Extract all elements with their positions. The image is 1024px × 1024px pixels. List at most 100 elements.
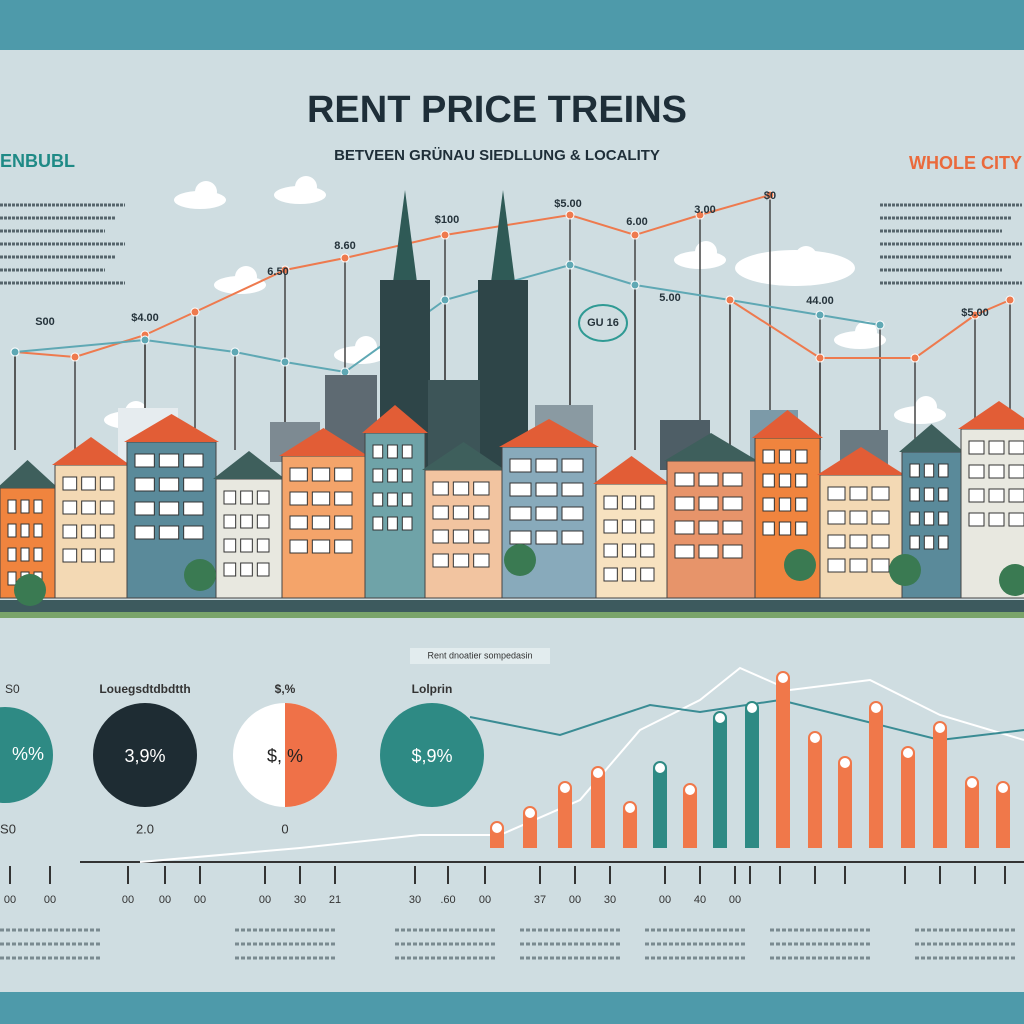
window bbox=[183, 525, 204, 540]
street bbox=[0, 600, 1024, 614]
window bbox=[158, 477, 180, 492]
window bbox=[289, 467, 308, 482]
window bbox=[827, 534, 846, 549]
window bbox=[871, 534, 890, 549]
spire bbox=[490, 190, 516, 290]
donut bbox=[0, 707, 53, 803]
window bbox=[509, 458, 532, 473]
axis-label: .60 bbox=[440, 894, 455, 906]
window bbox=[387, 468, 398, 483]
cloud bbox=[695, 241, 717, 263]
subtitle: BETVEEN GRÜNAU SIEDLLUNG & LOCALITY bbox=[334, 147, 660, 164]
point-label: $100 bbox=[435, 214, 459, 226]
window bbox=[988, 512, 1005, 527]
window bbox=[923, 463, 935, 478]
axis-label: 00 bbox=[259, 894, 271, 906]
point bbox=[280, 357, 290, 367]
window bbox=[183, 501, 204, 516]
bar-cap bbox=[558, 781, 572, 795]
window bbox=[762, 449, 775, 464]
window bbox=[795, 521, 808, 536]
bar bbox=[623, 808, 637, 848]
window bbox=[849, 510, 868, 525]
window bbox=[938, 463, 949, 478]
left-label: ENBUBL bbox=[0, 151, 75, 171]
bar-cap bbox=[996, 781, 1010, 795]
roof bbox=[0, 460, 58, 488]
window bbox=[183, 477, 204, 492]
point bbox=[440, 295, 450, 305]
bar-cap bbox=[490, 821, 504, 835]
window bbox=[372, 492, 384, 507]
window bbox=[33, 499, 43, 514]
window bbox=[372, 444, 384, 459]
spire bbox=[392, 190, 418, 290]
window bbox=[535, 482, 558, 497]
window bbox=[849, 486, 868, 501]
window bbox=[909, 511, 920, 526]
window bbox=[81, 524, 96, 539]
point-label: 6.00 bbox=[626, 216, 647, 228]
bar-cap bbox=[683, 783, 697, 797]
window bbox=[62, 500, 78, 515]
bar bbox=[558, 788, 572, 848]
window bbox=[432, 481, 449, 496]
bar-cap bbox=[776, 671, 790, 685]
roof bbox=[279, 428, 368, 456]
window bbox=[183, 453, 204, 468]
tree bbox=[14, 574, 46, 606]
window bbox=[640, 567, 655, 582]
window bbox=[256, 538, 270, 553]
point bbox=[725, 295, 735, 305]
point-label: 8.60 bbox=[334, 240, 355, 252]
window bbox=[640, 519, 655, 534]
window bbox=[7, 547, 17, 562]
window bbox=[334, 491, 353, 506]
bar-cap bbox=[808, 731, 822, 745]
window bbox=[134, 525, 155, 540]
window bbox=[401, 492, 413, 507]
window bbox=[968, 512, 985, 527]
window bbox=[778, 473, 792, 488]
point-label: 6.50 bbox=[267, 266, 288, 278]
point-label: S00 bbox=[35, 316, 55, 328]
point bbox=[565, 260, 575, 270]
roof bbox=[664, 433, 758, 461]
window bbox=[99, 476, 115, 491]
donut bbox=[380, 703, 484, 807]
window bbox=[871, 510, 890, 525]
window bbox=[621, 567, 637, 582]
window bbox=[778, 521, 792, 536]
window bbox=[99, 548, 115, 563]
window bbox=[334, 515, 353, 530]
bar bbox=[901, 753, 915, 848]
window bbox=[311, 491, 331, 506]
window bbox=[909, 463, 920, 478]
axis-label: 00 bbox=[659, 894, 671, 906]
badge bbox=[578, 304, 628, 342]
point bbox=[340, 367, 350, 377]
bar-cap bbox=[745, 701, 759, 715]
tree bbox=[889, 554, 921, 586]
roof bbox=[958, 401, 1024, 429]
window bbox=[20, 499, 30, 514]
tree bbox=[184, 559, 216, 591]
point bbox=[10, 347, 20, 357]
cloud bbox=[735, 250, 855, 286]
window bbox=[432, 529, 449, 544]
window bbox=[62, 548, 78, 563]
window bbox=[603, 495, 618, 510]
window bbox=[603, 543, 618, 558]
point-label: 3.00 bbox=[694, 204, 715, 216]
roof bbox=[593, 456, 670, 484]
window bbox=[621, 543, 637, 558]
window bbox=[909, 487, 920, 502]
bar-cap bbox=[869, 701, 883, 715]
cloud bbox=[295, 176, 317, 198]
window bbox=[621, 495, 637, 510]
window bbox=[81, 500, 96, 515]
window bbox=[62, 524, 78, 539]
window bbox=[1008, 488, 1024, 503]
window bbox=[473, 481, 490, 496]
